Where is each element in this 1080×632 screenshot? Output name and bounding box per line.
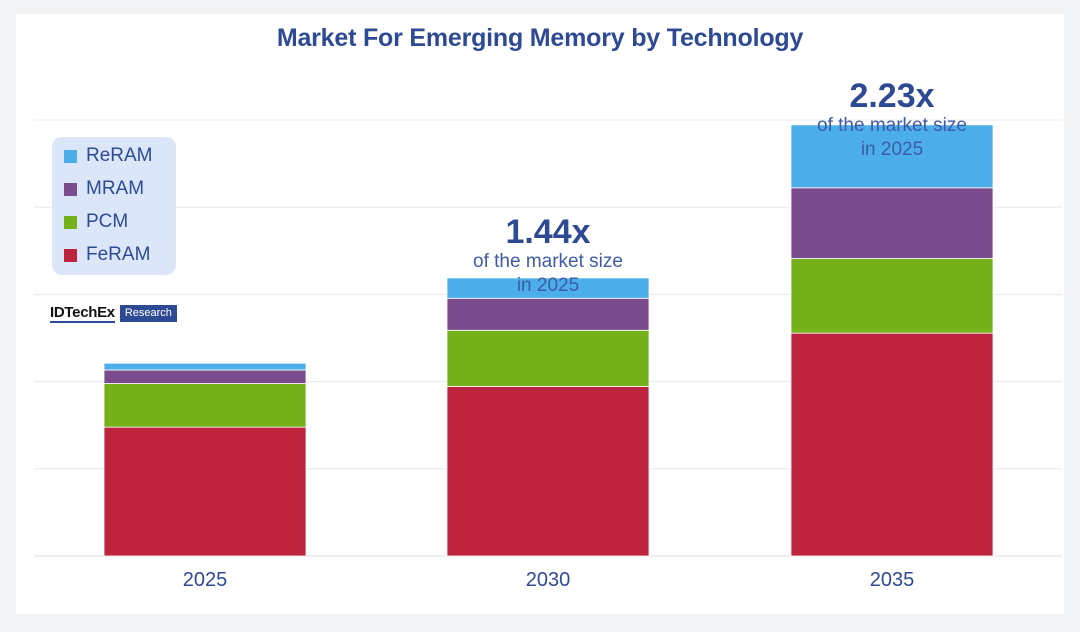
annotation-2030-text-line1: of the market size [473,251,623,272]
x-tick-label-2025: 2025 [183,569,228,591]
chart-title: Market For Emerging Memory by Technology [276,24,804,52]
bar-mram-2025 [103,369,307,384]
legend-swatch-mram [64,182,77,196]
annotation-2035-multiplier: 2.23x [849,77,935,115]
bar-mram-2030 [446,297,650,331]
bar-pcm-2030 [446,329,650,387]
legend-item-mram: MRAM [64,177,144,201]
bar-pcm-2035 [790,258,994,334]
bar-pcm-2025 [103,383,307,428]
bar-feram-2035 [790,332,994,557]
legend-label-mram: MRAM [86,178,145,199]
legend-label-reram: ReRAM [86,145,153,166]
legend-swatch-reram [64,149,77,163]
legend-swatch-pcm [64,215,77,229]
chart-legend: ReRAM MRAM PCM FeRAM [52,137,176,275]
annotation-2030-text-line2: in 2025 [516,275,580,296]
brand-tag: Research [119,304,177,322]
legend-item-pcm: PCM [64,210,128,234]
annotation-2035: 2.23x of the market size in 2025 [792,78,992,162]
annotation-2035-text-line1: of the market size [817,115,967,136]
brand-logo: IDTechEx Research [50,303,177,323]
bar-feram-2030 [446,386,650,557]
legend-swatch-feram [64,248,77,262]
legend-item-reram: ReRAM [64,144,153,168]
legend-item-feram: FeRAM [64,243,150,267]
bar-reram-2030 [446,277,650,299]
x-tick-label-2035: 2035 [870,569,915,591]
annotation-2035-text-line2: in 2025 [860,139,924,160]
annotation-2030: 1.44x of the market size in 2025 [448,214,648,298]
x-tick-label-2030: 2030 [526,569,571,591]
bar-feram-2025 [103,426,307,557]
bar-reram-2035 [790,124,994,189]
bar-reram-2025 [103,362,307,371]
legend-label-pcm: PCM [86,211,129,232]
legend-label-feram: FeRAM [86,244,151,265]
brand-name: IDTechEx [50,303,115,323]
annotation-2030-multiplier: 1.44x [505,213,591,251]
bar-mram-2035 [790,187,994,259]
